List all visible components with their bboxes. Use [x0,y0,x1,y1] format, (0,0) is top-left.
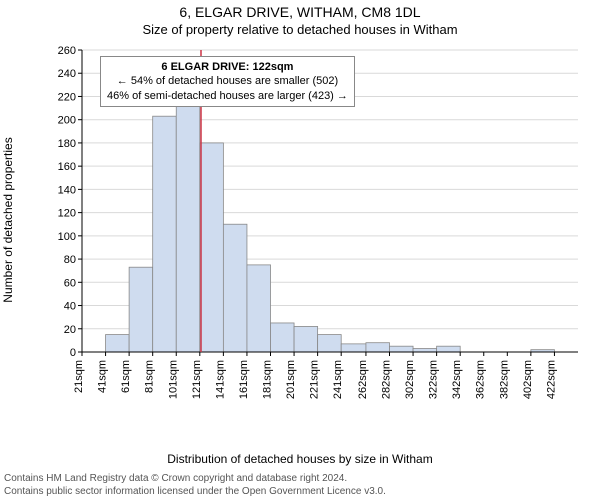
svg-text:260: 260 [58,45,76,57]
svg-text:221sqm: 221sqm [309,360,321,399]
footer-line-2: Contains public sector information licen… [4,486,596,499]
svg-text:61sqm: 61sqm [120,360,132,393]
svg-text:40: 40 [64,301,76,313]
annotation-larger: 46% of semi-detached houses are larger (… [107,89,348,103]
svg-text:141sqm: 141sqm [214,360,226,399]
attribution-footer: Contains HM Land Registry data © Crown c… [4,473,596,498]
annotation-box: 6 ELGAR DRIVE: 122sqm ← 54% of detached … [100,56,355,107]
svg-text:220: 220 [58,91,76,103]
svg-text:382sqm: 382sqm [498,360,510,399]
svg-text:161sqm: 161sqm [238,360,250,399]
page-subtitle: Size of property relative to detached ho… [0,20,600,37]
annotation-title: 6 ELGAR DRIVE: 122sqm [107,60,348,74]
svg-text:322sqm: 322sqm [428,360,440,399]
svg-text:0: 0 [70,347,76,359]
svg-text:21sqm: 21sqm [73,360,85,393]
annotation-smaller: ← 54% of detached houses are smaller (50… [107,74,348,88]
svg-text:282sqm: 282sqm [380,360,392,399]
svg-text:262sqm: 262sqm [357,360,369,399]
svg-text:240: 240 [58,68,76,80]
chart-area: 0 20 40 60 80 100 120 140 160 180 200 220 240 260 21sq… [54,44,584,414]
svg-text:160: 160 [58,161,76,173]
svg-text:180: 180 [58,138,76,150]
svg-text:20: 20 [64,324,76,336]
svg-text:201sqm: 201sqm [285,360,297,399]
chart-container: 6, ELGAR DRIVE, WITHAM, CM8 1DL Size of … [0,0,600,500]
svg-text:402sqm: 402sqm [522,360,534,399]
svg-text:101sqm: 101sqm [167,360,179,399]
svg-text:81sqm: 81sqm [144,360,156,393]
svg-text:181sqm: 181sqm [262,360,274,399]
footer-line-1: Contains HM Land Registry data © Crown c… [4,473,596,486]
svg-text:342sqm: 342sqm [451,360,463,399]
svg-text:60: 60 [64,277,76,289]
svg-text:200: 200 [58,115,76,127]
svg-text:41sqm: 41sqm [97,360,109,393]
svg-text:362sqm: 362sqm [475,360,487,399]
svg-text:140: 140 [58,184,76,196]
svg-text:241sqm: 241sqm [332,360,344,399]
page-title: 6, ELGAR DRIVE, WITHAM, CM8 1DL [0,0,600,20]
x-axis-label: Distribution of detached houses by size … [0,452,600,466]
svg-text:121sqm: 121sqm [191,360,203,399]
svg-text:120: 120 [58,208,76,220]
y-axis-label: Number of detached properties [1,137,15,302]
svg-text:302sqm: 302sqm [404,360,416,399]
svg-text:422sqm: 422sqm [545,360,557,399]
svg-text:80: 80 [64,254,76,266]
svg-text:100: 100 [58,231,76,243]
